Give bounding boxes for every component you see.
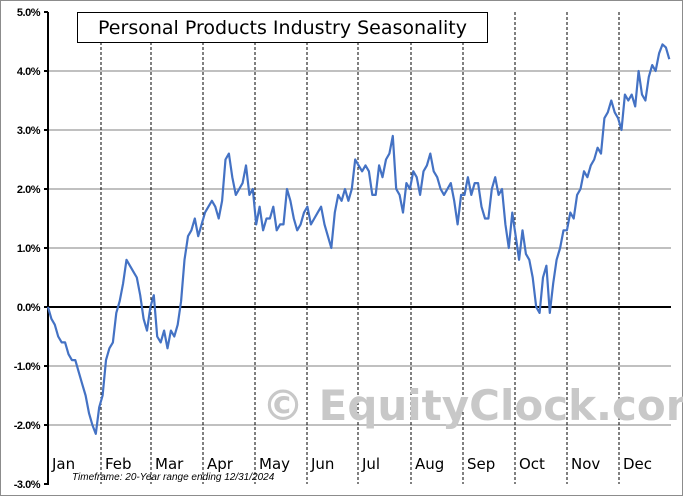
- month-label-sep: Sep: [467, 455, 495, 473]
- month-label-dec: Dec: [623, 455, 652, 473]
- watermark-text: © EquityClock.com: [262, 381, 683, 430]
- month-label-nov: Nov: [571, 455, 600, 473]
- month-divider-lines: [100, 12, 620, 484]
- y-tick-label: 0.0%: [17, 302, 41, 314]
- y-tick-label: -3.0%: [14, 479, 41, 491]
- month-label-feb: Feb: [105, 455, 132, 473]
- y-tick-label: 2.0%: [17, 184, 41, 196]
- chart-title-box: Personal Products Industry Seasonality: [77, 12, 488, 43]
- y-tick-label: 3.0%: [17, 125, 41, 137]
- y-tick-label: 4.0%: [17, 66, 41, 78]
- y-tick-label: -1.0%: [14, 361, 41, 373]
- month-label-aug: Aug: [415, 455, 444, 473]
- month-label-jun: Jun: [310, 455, 334, 473]
- y-tick-label: 5.0%: [17, 7, 41, 19]
- seasonality-line: [46, 43, 671, 435]
- month-label-oct: Oct: [519, 455, 545, 473]
- horizontal-gridlines: [48, 70, 671, 426]
- month-label-jul: Jul: [361, 455, 380, 473]
- chart-title: Personal Products Industry Seasonality: [98, 17, 467, 39]
- y-axis-tick-labels: 5.0% 4.0% 3.0% 2.0% 1.0% 0.0% -1.0% -2.0% -3.0%: [14, 7, 48, 491]
- y-tick-label: 1.0%: [17, 243, 41, 255]
- month-label-apr: Apr: [207, 455, 234, 473]
- month-label-jan: Jan: [51, 455, 75, 473]
- x-axis-month-labels: Jan Feb Mar Apr May Jun Jul Aug Sep Oct Nov Dec: [51, 455, 652, 473]
- y-tick-label: -2.0%: [14, 420, 41, 432]
- timeframe-note: Timeframe: 20-Year range ending 12/31/20…: [72, 472, 275, 483]
- month-label-mar: Mar: [155, 455, 184, 473]
- month-label-may: May: [259, 455, 290, 473]
